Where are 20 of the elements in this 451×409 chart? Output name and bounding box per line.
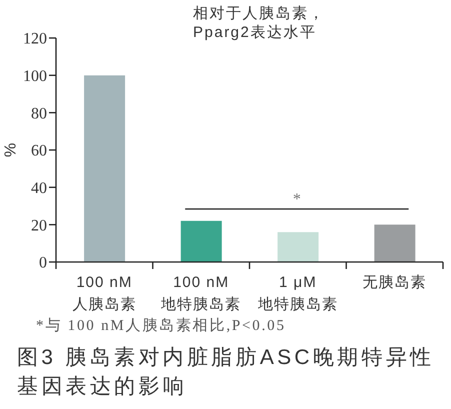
x-tick-label: 100 nM 人胰岛素: [72, 274, 136, 313]
bar: [84, 75, 126, 262]
bar: [278, 232, 319, 262]
chart-title: 相对于人胰岛素，Pparg2表达水平: [193, 4, 326, 42]
x-tick-label: 1 μM 地特胰岛素: [256, 274, 338, 313]
bar: [374, 224, 416, 262]
y-tick-label: 80: [31, 105, 47, 122]
annotation: *: [292, 191, 301, 208]
x-tick-label: 100 nM 地特胰岛素: [160, 274, 242, 313]
y-tick-label: 120: [23, 30, 47, 48]
y-tick-label: 20: [31, 217, 47, 234]
y-tick-label: 60: [31, 142, 47, 160]
bar: [180, 220, 222, 262]
text: *与 100 nM人胰岛素相比,P<0.05: [36, 316, 286, 335]
y-tick-label: 0: [39, 254, 47, 272]
x-tick-label: 无胰岛素: [362, 274, 427, 291]
y-tick-label: 100: [23, 68, 47, 86]
y-axis-title: %: [2, 142, 20, 158]
caption: 图3 胰岛素对内脏脂肪ASC晚期特异性基因表达的影响: [17, 345, 436, 400]
y-tick-label: 40: [31, 180, 47, 198]
